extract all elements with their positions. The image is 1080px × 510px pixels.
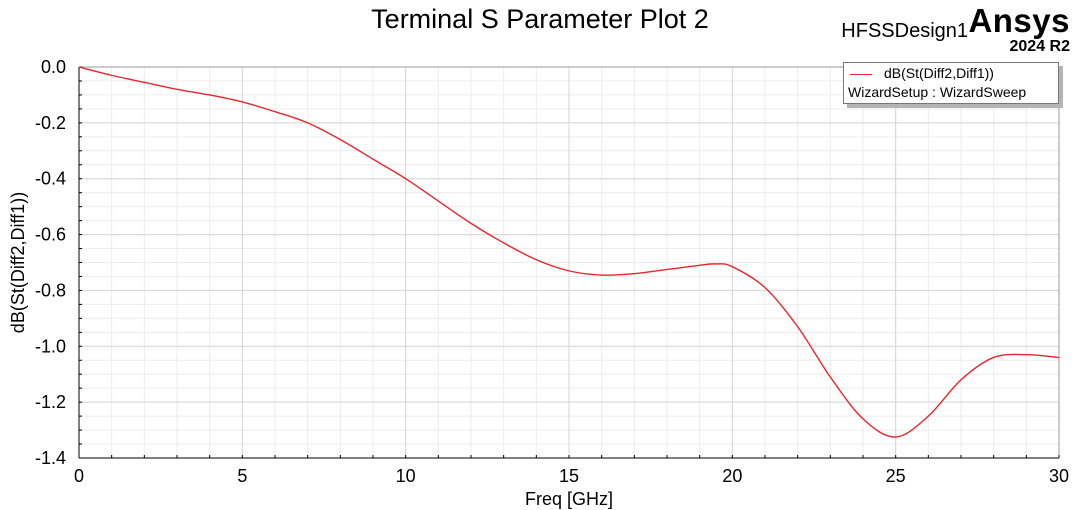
series-line-dB(St(Diff2,Diff1)) (78, 66, 1060, 438)
x-tick-label: 20 (722, 466, 742, 486)
version-label: 2024 R2 (1009, 38, 1071, 55)
x-tick-label: 15 (559, 466, 579, 486)
y-axis-label: dB(St(Diff2,Diff1)) (8, 192, 28, 333)
y-tick-label: 0.0 (41, 57, 66, 77)
x-tick-label: 5 (237, 466, 247, 486)
y-tick-label: -0.4 (35, 169, 66, 189)
legend-line-swatch (850, 74, 872, 75)
x-tick-label: 0 (74, 466, 84, 486)
legend[interactable]: dB(St(Diff2,Diff1)) WizardSetup : Wizard… (843, 62, 1059, 104)
legend-trace-name: dB(St(Diff2,Diff1)) (884, 65, 994, 81)
brand-logo: Ansys (968, 2, 1070, 39)
x-tick-label: 10 (396, 466, 416, 486)
y-tick-label: -0.2 (35, 113, 66, 133)
design-name: HFSSDesign1 (841, 20, 968, 42)
legend-setup-name: WizardSetup : WizardSweep (848, 84, 1027, 100)
y-tick-label: -1.2 (35, 392, 66, 412)
x-tick-label: 30 (1049, 466, 1069, 486)
y-tick-label: -0.8 (35, 280, 66, 300)
y-tick-label: -0.6 (35, 225, 66, 245)
y-tick-label: -1.0 (35, 336, 66, 356)
x-tick-label: 25 (886, 466, 906, 486)
y-tick-label: -1.4 (35, 448, 66, 468)
x-axis-label: Freq [GHz] (525, 489, 613, 509)
chart-title: Terminal S Parameter Plot 2 (371, 4, 709, 34)
